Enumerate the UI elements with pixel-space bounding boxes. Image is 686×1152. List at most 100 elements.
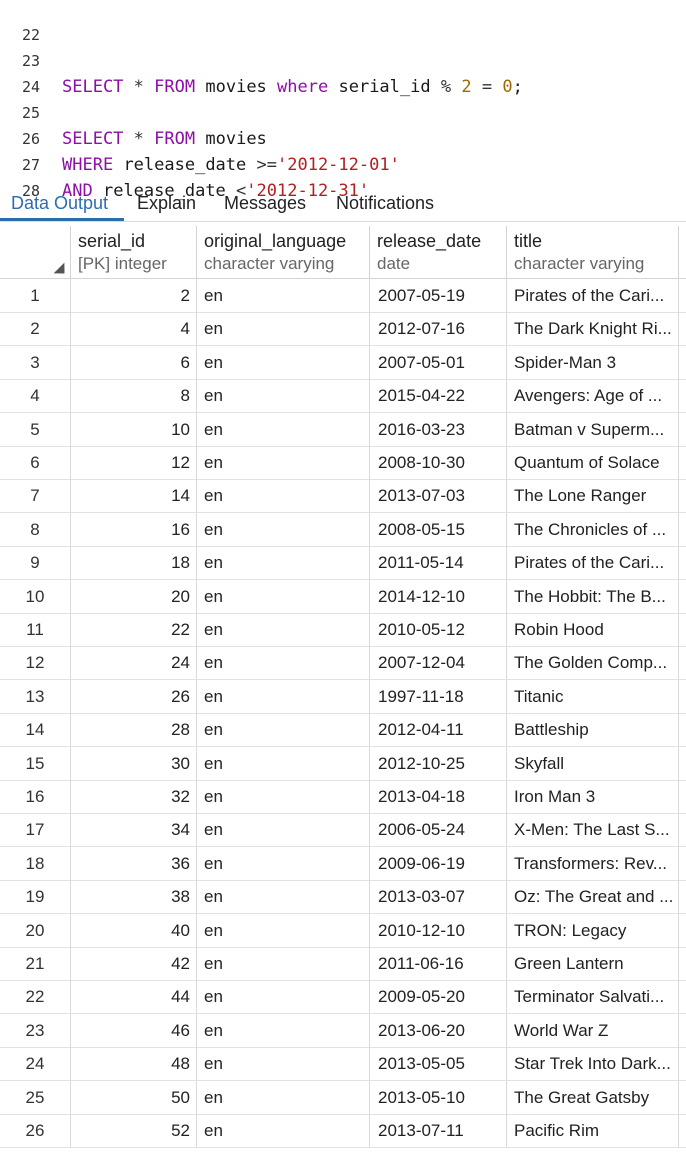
release-date-cell[interactable]: 2013-04-18 <box>370 780 507 813</box>
table-row[interactable]: 9 18 en 2011-05-14 Pirates of the Cari... <box>0 546 686 581</box>
column-header-title[interactable]: title character varying <box>507 226 679 278</box>
serial-id-cell[interactable]: 14 <box>71 479 197 513</box>
original-language-cell[interactable]: en <box>197 846 370 880</box>
table-row[interactable]: 12 24 en 2007-12-04 The Golden Comp... <box>0 646 686 681</box>
serial-id-cell[interactable]: 22 <box>71 613 197 646</box>
serial-id-cell[interactable]: 4 <box>71 312 197 346</box>
title-cell[interactable]: Avengers: Age of ... <box>507 379 679 413</box>
original-language-cell[interactable]: en <box>197 379 370 413</box>
title-cell[interactable]: Terminator Salvati... <box>507 980 679 1014</box>
row-number-cell[interactable]: 21 <box>0 947 71 980</box>
title-cell[interactable]: Iron Man 3 <box>507 780 679 813</box>
serial-id-cell[interactable]: 20 <box>71 579 197 613</box>
serial-id-cell[interactable]: 42 <box>71 947 197 980</box>
serial-id-cell[interactable]: 10 <box>71 412 197 446</box>
table-row[interactable]: 8 16 en 2008-05-15 The Chronicles of ... <box>0 512 686 547</box>
release-date-cell[interactable]: 2007-05-19 <box>370 279 507 312</box>
title-cell[interactable]: World War Z <box>507 1013 679 1047</box>
title-cell[interactable]: Skyfall <box>507 746 679 780</box>
original-language-cell[interactable]: en <box>197 579 370 613</box>
release-date-cell[interactable]: 2013-06-20 <box>370 1013 507 1047</box>
serial-id-cell[interactable]: 46 <box>71 1013 197 1047</box>
serial-id-cell[interactable]: 8 <box>71 379 197 413</box>
title-cell[interactable]: The Golden Comp... <box>507 646 679 680</box>
tab-notifications[interactable]: Notifications <box>336 193 435 213</box>
row-number-cell[interactable]: 3 <box>0 345 71 379</box>
title-cell[interactable]: The Lone Ranger <box>507 479 679 513</box>
table-row[interactable]: 18 36 en 2009-06-19 Transformers: Rev... <box>0 846 686 881</box>
original-language-cell[interactable]: en <box>197 345 370 379</box>
table-row[interactable]: 5 10 en 2016-03-23 Batman v Superm... <box>0 412 686 447</box>
sql-editor[interactable]: 22 23 SELECT * FROM movies where serial_… <box>0 0 686 201</box>
serial-id-cell[interactable]: 44 <box>71 980 197 1014</box>
release-date-cell[interactable]: 1997-11-18 <box>370 679 507 713</box>
table-row[interactable]: 14 28 en 2012-04-11 Battleship <box>0 713 686 748</box>
column-header-original-language[interactable]: original_language character varying <box>197 226 370 278</box>
serial-id-cell[interactable]: 18 <box>71 546 197 580</box>
original-language-cell[interactable]: en <box>197 1080 370 1114</box>
row-number-cell[interactable]: 17 <box>0 813 71 847</box>
row-number-header[interactable] <box>0 226 71 278</box>
original-language-cell[interactable]: en <box>197 813 370 847</box>
release-date-cell[interactable]: 2008-05-15 <box>370 512 507 546</box>
tab-messages[interactable]: Messages <box>224 193 307 213</box>
serial-id-cell[interactable]: 38 <box>71 880 197 914</box>
table-row[interactable]: 7 14 en 2013-07-03 The Lone Ranger <box>0 479 686 514</box>
release-date-cell[interactable]: 2009-06-19 <box>370 846 507 880</box>
title-cell[interactable]: X-Men: The Last S... <box>507 813 679 847</box>
column-header-serial-id[interactable]: serial_id [PK] integer <box>71 226 197 278</box>
table-row[interactable]: 15 30 en 2012-10-25 Skyfall <box>0 746 686 781</box>
row-number-cell[interactable]: 14 <box>0 713 71 747</box>
table-row[interactable]: 22 44 en 2009-05-20 Terminator Salvati... <box>0 980 686 1015</box>
serial-id-cell[interactable]: 26 <box>71 679 197 713</box>
release-date-cell[interactable]: 2013-03-07 <box>370 880 507 914</box>
serial-id-cell[interactable]: 16 <box>71 512 197 546</box>
row-number-cell[interactable]: 4 <box>0 379 71 413</box>
row-number-cell[interactable]: 8 <box>0 512 71 546</box>
table-row[interactable]: 25 50 en 2013-05-10 The Great Gatsby <box>0 1080 686 1115</box>
row-number-cell[interactable]: 25 <box>0 1080 71 1114</box>
title-cell[interactable]: Robin Hood <box>507 613 679 646</box>
table-row[interactable]: 6 12 en 2008-10-30 Quantum of Solace <box>0 446 686 480</box>
table-row[interactable]: 11 22 en 2010-05-12 Robin Hood <box>0 613 686 647</box>
title-cell[interactable]: Pirates of the Cari... <box>507 279 679 312</box>
original-language-cell[interactable]: en <box>197 780 370 813</box>
serial-id-cell[interactable]: 40 <box>71 913 197 947</box>
serial-id-cell[interactable]: 48 <box>71 1047 197 1081</box>
serial-id-cell[interactable]: 50 <box>71 1080 197 1114</box>
release-date-cell[interactable]: 2013-05-10 <box>370 1080 507 1114</box>
original-language-cell[interactable]: en <box>197 479 370 513</box>
release-date-cell[interactable]: 2010-05-12 <box>370 613 507 646</box>
release-date-cell[interactable]: 2009-05-20 <box>370 980 507 1014</box>
table-row[interactable]: 19 38 en 2013-03-07 Oz: The Great and ... <box>0 880 686 915</box>
title-cell[interactable]: The Hobbit: The B... <box>507 579 679 613</box>
row-number-cell[interactable]: 22 <box>0 980 71 1014</box>
row-number-cell[interactable]: 23 <box>0 1013 71 1047</box>
row-number-cell[interactable]: 9 <box>0 546 71 580</box>
release-date-cell[interactable]: 2011-05-14 <box>370 546 507 580</box>
title-cell[interactable]: Pacific Rim <box>507 1114 679 1147</box>
row-number-cell[interactable]: 13 <box>0 679 71 713</box>
table-row[interactable]: 10 20 en 2014-12-10 The Hobbit: The B... <box>0 579 686 614</box>
original-language-cell[interactable]: en <box>197 1013 370 1047</box>
table-row[interactable]: 20 40 en 2010-12-10 TRON: Legacy <box>0 913 686 948</box>
original-language-cell[interactable]: en <box>197 1114 370 1147</box>
table-row[interactable]: 3 6 en 2007-05-01 Spider-Man 3 <box>0 345 686 380</box>
release-date-cell[interactable]: 2012-07-16 <box>370 312 507 346</box>
title-cell[interactable]: The Chronicles of ... <box>507 512 679 546</box>
title-cell[interactable]: Star Trek Into Dark... <box>507 1047 679 1081</box>
table-row[interactable]: 26 52 en 2013-07-11 Pacific Rim <box>0 1114 686 1148</box>
original-language-cell[interactable]: en <box>197 1047 370 1081</box>
serial-id-cell[interactable]: 36 <box>71 846 197 880</box>
release-date-cell[interactable]: 2008-10-30 <box>370 446 507 479</box>
table-row[interactable]: 13 26 en 1997-11-18 Titanic <box>0 679 686 714</box>
row-number-cell[interactable]: 2 <box>0 312 71 346</box>
serial-id-cell[interactable]: 52 <box>71 1114 197 1147</box>
title-cell[interactable]: Oz: The Great and ... <box>507 880 679 914</box>
release-date-cell[interactable]: 2014-12-10 <box>370 579 507 613</box>
table-row[interactable]: 4 8 en 2015-04-22 Avengers: Age of ... <box>0 379 686 414</box>
row-number-cell[interactable]: 15 <box>0 746 71 780</box>
release-date-cell[interactable]: 2013-05-05 <box>370 1047 507 1081</box>
serial-id-cell[interactable]: 24 <box>71 646 197 680</box>
title-cell[interactable]: Batman v Superm... <box>507 412 679 446</box>
